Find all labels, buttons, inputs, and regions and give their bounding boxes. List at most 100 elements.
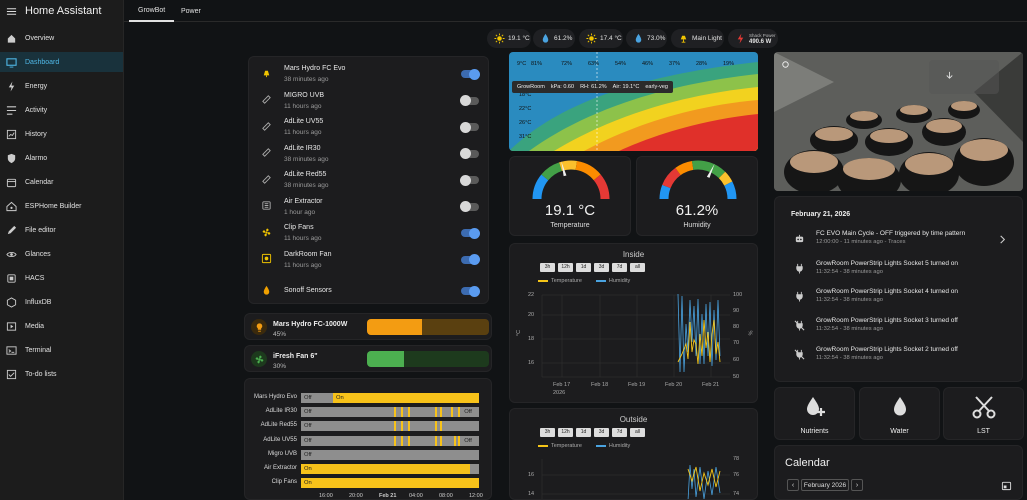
badge-humidity-2[interactable]: 73.0% bbox=[626, 29, 667, 48]
timeline-track[interactable]: Off Off bbox=[301, 436, 479, 446]
device-toggle[interactable] bbox=[461, 227, 480, 239]
sidebar-item-terminal[interactable]: Terminal bbox=[0, 340, 123, 360]
device-toggle[interactable] bbox=[460, 121, 479, 133]
timeline-track[interactable]: On bbox=[301, 478, 479, 488]
timeline-segment[interactable]: Off bbox=[301, 436, 455, 446]
range-button-1d[interactable]: 1d bbox=[576, 428, 591, 437]
device-row-darkroom-fan[interactable]: DarkRoom Fan 11 hours ago bbox=[257, 248, 481, 274]
device-row-air-extractor[interactable]: Air Extractor 1 hour ago bbox=[257, 195, 481, 221]
badge-humidity-1[interactable]: 61.2% bbox=[533, 29, 575, 48]
range-button-12h[interactable]: 12h bbox=[558, 428, 573, 437]
timeline-segment[interactable]: Off bbox=[301, 407, 462, 417]
timeline-segment-label: On bbox=[336, 395, 344, 401]
device-row-adlite-red55[interactable]: AdLite Red55 38 minutes ago bbox=[257, 168, 481, 194]
menu-icon[interactable] bbox=[6, 6, 17, 17]
sidebar-item-glances[interactable]: Glances bbox=[0, 244, 123, 264]
lst-button[interactable]: LST bbox=[943, 387, 1024, 440]
sidebar-item-esphome-builder[interactable]: ESPHome Builder bbox=[0, 196, 123, 216]
range-button-7d[interactable]: 7d bbox=[612, 428, 627, 437]
timeline-track[interactable]: Off On bbox=[301, 393, 479, 403]
temperature-gauge-value: 19.1 °C bbox=[544, 202, 596, 219]
legend-humidity[interactable]: Humidity bbox=[595, 278, 630, 284]
sidebar-item-calendar[interactable]: Calendar bbox=[0, 172, 123, 192]
timeline-track[interactable]: Off bbox=[301, 421, 479, 431]
timeline-segment[interactable]: On bbox=[333, 393, 479, 403]
badge-shack-power[interactable]: Shack Power 490.6 W bbox=[728, 29, 778, 48]
calendar-next-button[interactable]: › bbox=[851, 479, 863, 491]
timeline-track[interactable]: Off bbox=[301, 450, 479, 460]
device-toggle[interactable] bbox=[460, 201, 479, 212]
sidebar-item-influxdb[interactable]: InfluxDB bbox=[0, 292, 123, 312]
sidebar-item-energy[interactable]: Energy bbox=[0, 76, 123, 96]
timeline-segment[interactable]: Off bbox=[461, 436, 479, 446]
fan-speed-slider[interactable] bbox=[367, 351, 489, 367]
sidebar-item-alarmo[interactable]: Alarmo bbox=[0, 148, 123, 168]
ptz-down-icon[interactable] bbox=[942, 68, 956, 82]
device-toggle[interactable] bbox=[461, 254, 480, 265]
device-row-sonoff-sensors[interactable]: Sonoff Sensors bbox=[257, 279, 481, 303]
sidebar-item-history[interactable]: History bbox=[0, 124, 123, 144]
range-button-3d[interactable]: 3d bbox=[594, 263, 609, 272]
timeline-track[interactable]: On bbox=[301, 464, 479, 474]
camera-feed[interactable] bbox=[774, 52, 1023, 191]
timeline-segment[interactable]: Off bbox=[301, 450, 479, 460]
sidebar-item-media[interactable]: Media bbox=[0, 316, 123, 336]
timeline-segment[interactable]: On bbox=[301, 464, 471, 474]
temperature-gauge-card[interactable]: 19.1 °C Temperature bbox=[509, 156, 631, 236]
device-toggle[interactable] bbox=[461, 285, 480, 297]
badge-main-light[interactable]: Main Light bbox=[671, 29, 724, 48]
chevron-right-icon[interactable] bbox=[997, 234, 1008, 245]
sidebar-item-hacs[interactable]: HACS bbox=[0, 268, 123, 288]
timeline-segment[interactable]: Off bbox=[301, 393, 334, 403]
humidity-gauge-card[interactable]: 61.2% Humidity bbox=[636, 156, 758, 236]
device-name: AdLite UV55 bbox=[284, 118, 324, 125]
timeline-track[interactable]: Off Off bbox=[301, 407, 479, 417]
range-button-3h[interactable]: 3h bbox=[540, 263, 555, 272]
range-button-12h[interactable]: 12h bbox=[558, 263, 573, 272]
timeline-segment[interactable] bbox=[470, 464, 479, 474]
device-toggle[interactable] bbox=[461, 68, 480, 80]
calendar-month[interactable]: February 2026 bbox=[801, 479, 849, 491]
light-tile-mars-hydro-percent: 45% bbox=[273, 331, 287, 338]
range-button-all[interactable]: all bbox=[630, 428, 645, 437]
device-toggle[interactable] bbox=[460, 174, 479, 186]
tab-growbot[interactable]: GrowBot bbox=[129, 0, 175, 22]
sidebar-item-dashboard[interactable]: Dashboard bbox=[0, 52, 123, 72]
devices-card: Mars Hydro FC Evo 38 minutes ago MIGRO UVB… bbox=[248, 56, 489, 304]
sidebar-item-overview[interactable]: Overview bbox=[0, 28, 123, 48]
brightness-slider[interactable] bbox=[367, 319, 489, 335]
device-row-clip-fans[interactable]: Clip Fans 11 hours ago bbox=[257, 221, 481, 247]
range-button-all[interactable]: all bbox=[630, 263, 645, 272]
dashboard-icon bbox=[6, 57, 17, 68]
range-button-3d[interactable]: 3d bbox=[594, 428, 609, 437]
device-toggle[interactable] bbox=[460, 95, 479, 106]
legend-humidity[interactable]: Humidity bbox=[595, 443, 630, 449]
device-row-adlite-ir30[interactable]: AdLite IR30 38 minutes ago bbox=[257, 142, 481, 168]
timeline-segment[interactable]: On bbox=[301, 478, 479, 488]
range-button-3h[interactable]: 3h bbox=[540, 428, 555, 437]
tab-power[interactable]: Power bbox=[176, 0, 206, 22]
sidebar-item-activity[interactable]: Activity bbox=[0, 100, 123, 120]
nutrients-button[interactable]: Nutrients bbox=[774, 387, 855, 440]
light-tile-mars-hydro[interactable]: Mars Hydro FC-1000W 45% bbox=[244, 313, 492, 340]
device-toggle[interactable] bbox=[460, 148, 479, 159]
light-tile-ifresh-fan[interactable]: iFresh Fan 6" 30% bbox=[244, 345, 492, 372]
sidebar-item-file-editor[interactable]: File editor bbox=[0, 220, 123, 240]
timeline-segment[interactable]: Off bbox=[301, 421, 479, 431]
badge-temperature-2[interactable]: 17.4 °C bbox=[579, 29, 623, 48]
timeline-segment[interactable]: Off bbox=[461, 407, 479, 417]
range-button-7d[interactable]: 7d bbox=[612, 263, 627, 272]
device-row-mars-hydro-fc-evo[interactable]: Mars Hydro FC Evo 38 minutes ago bbox=[257, 62, 481, 88]
vpd-column-label: 37% bbox=[669, 61, 681, 67]
humidity-gauge-label: Humidity bbox=[683, 222, 711, 229]
device-row-migro-uvb[interactable]: MIGRO UVB 11 hours ago bbox=[257, 89, 481, 115]
sidebar-item-to-do-lists[interactable]: To-do lists bbox=[0, 364, 123, 384]
badge-temperature-1[interactable]: 19.1 °C bbox=[487, 29, 531, 48]
legend-temperature[interactable]: Temperature bbox=[538, 278, 582, 284]
calendar-today-icon[interactable] bbox=[1001, 480, 1012, 491]
calendar-prev-button[interactable]: ‹ bbox=[787, 479, 799, 491]
water-button[interactable]: Water bbox=[859, 387, 940, 440]
device-row-adlite-uv55[interactable]: AdLite UV55 11 hours ago bbox=[257, 115, 481, 141]
range-button-1d[interactable]: 1d bbox=[576, 263, 591, 272]
legend-temperature[interactable]: Temperature bbox=[538, 443, 582, 449]
